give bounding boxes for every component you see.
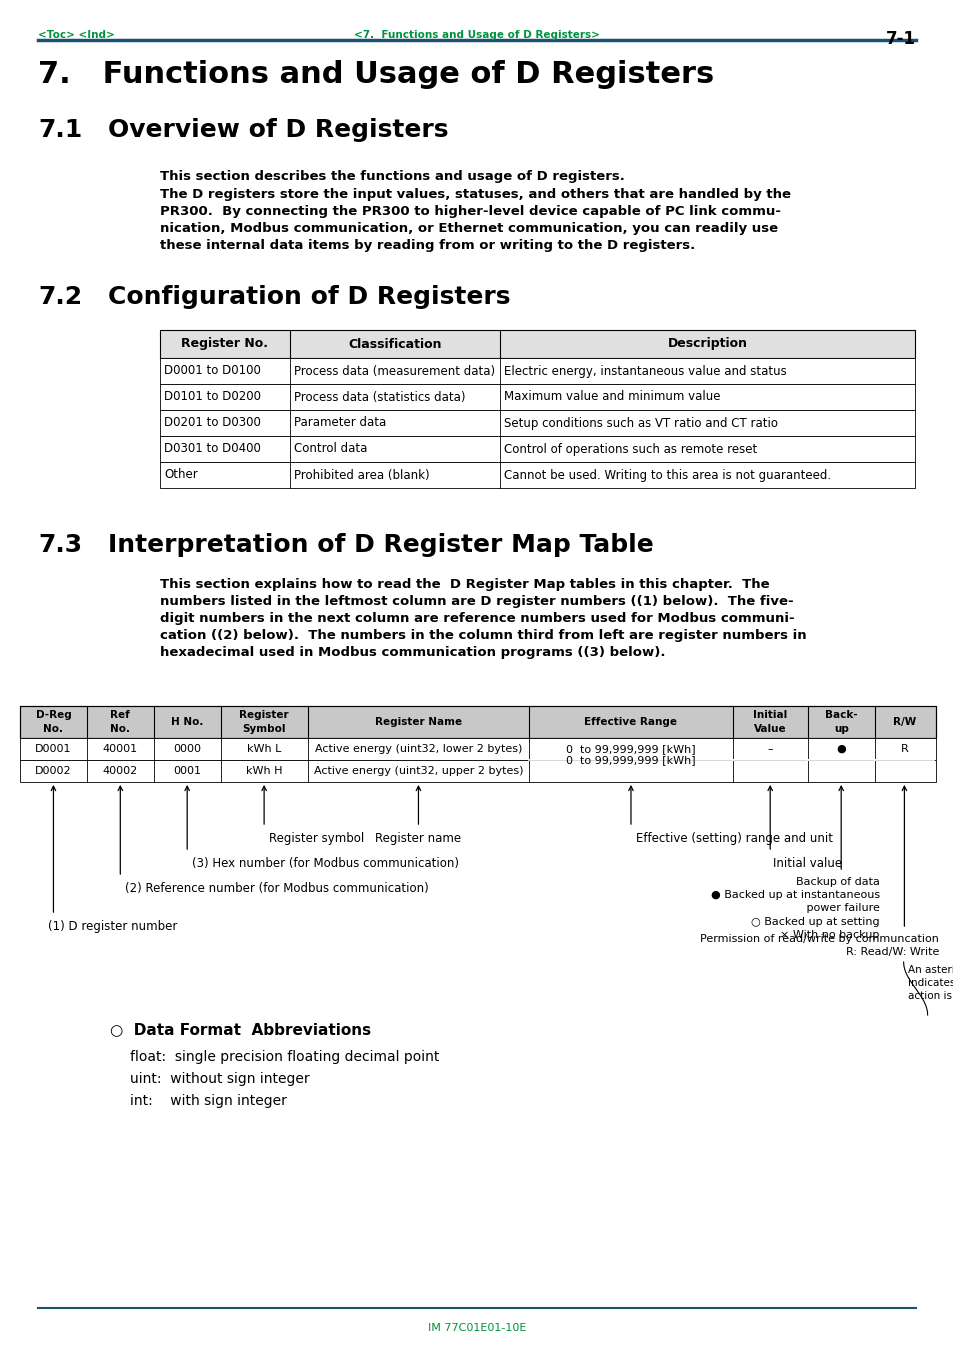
Text: kWh L: kWh L	[247, 744, 281, 754]
Text: Effective Range: Effective Range	[584, 717, 677, 727]
Text: (3) Hex number (for Modbus communication): (3) Hex number (for Modbus communication…	[192, 857, 458, 870]
Text: D0201 to D0300: D0201 to D0300	[164, 416, 260, 430]
Text: 0000: 0000	[173, 744, 201, 754]
Text: Parameter data: Parameter data	[294, 416, 386, 430]
Text: This section explains how to read the  D Register Map tables in this chapter.  T: This section explains how to read the D …	[160, 578, 806, 659]
Text: Control of operations such as remote reset: Control of operations such as remote res…	[503, 443, 757, 455]
Text: An asterisk (*) in this column
indicates that the number of writing
action is li: An asterisk (*) in this column indicates…	[906, 965, 953, 1001]
Text: Initial value: Initial value	[772, 857, 841, 870]
Text: D0101 to D0200: D0101 to D0200	[164, 390, 261, 404]
Text: Register symbol: Register symbol	[269, 832, 364, 844]
Text: kWh H: kWh H	[246, 766, 282, 775]
Text: Backup of data
● Backed up at instantaneous
     power failure
○ Backed up at se: Backup of data ● Backed up at instantane…	[710, 877, 879, 940]
Text: D0301 to D0400: D0301 to D0400	[164, 443, 260, 455]
Text: –: –	[766, 744, 772, 754]
Bar	[160, 409, 914, 436]
Text: Process data (measurement data): Process data (measurement data)	[294, 365, 495, 377]
Text: R: R	[900, 744, 907, 754]
Text: Back-
up: Back- up	[824, 711, 857, 734]
Text: Register No.: Register No.	[181, 338, 268, 350]
Text: int:    with sign integer: int: with sign integer	[130, 1094, 287, 1108]
Bar	[20, 707, 935, 738]
Bar	[160, 384, 914, 409]
Text: R/W: R/W	[892, 717, 915, 727]
Text: 7.   Functions and Usage of D Registers: 7. Functions and Usage of D Registers	[38, 59, 714, 89]
Text: D0001: D0001	[35, 744, 71, 754]
Text: D0001 to D0100: D0001 to D0100	[164, 365, 260, 377]
Text: Other: Other	[164, 469, 197, 481]
Text: Active energy (uint32, upper 2 bytes): Active energy (uint32, upper 2 bytes)	[314, 766, 522, 775]
Text: 0001: 0001	[173, 766, 201, 775]
Text: D0002: D0002	[35, 766, 71, 775]
Text: Register
Symbol: Register Symbol	[239, 711, 289, 734]
Text: D-Reg
No.: D-Reg No.	[35, 711, 71, 734]
Text: 40001: 40001	[103, 744, 138, 754]
Text: H No.: H No.	[171, 717, 203, 727]
Text: float:  single precision floating decimal point: float: single precision floating decimal…	[130, 1050, 439, 1065]
Text: Initial
Value: Initial Value	[752, 711, 786, 734]
Text: Effective (setting) range and unit: Effective (setting) range and unit	[636, 832, 832, 844]
Text: Classification: Classification	[348, 338, 441, 350]
Bar	[160, 436, 914, 462]
Text: uint:  without sign integer: uint: without sign integer	[130, 1071, 310, 1086]
Bar	[20, 707, 935, 738]
Text: <7.  Functions and Usage of D Registers>: <7. Functions and Usage of D Registers>	[354, 30, 599, 41]
Text: (2) Reference number (for Modbus communication): (2) Reference number (for Modbus communi…	[125, 882, 429, 894]
Text: 7.1: 7.1	[38, 118, 82, 142]
Text: Prohibited area (blank): Prohibited area (blank)	[294, 469, 429, 481]
Text: Process data (statistics data): Process data (statistics data)	[294, 390, 465, 404]
Text: 40002: 40002	[103, 766, 138, 775]
Text: Permission of read/write by communcation
R: Read/W: Write: Permission of read/write by communcation…	[700, 934, 938, 958]
Bar	[160, 358, 914, 384]
Text: Control data: Control data	[294, 443, 367, 455]
Text: The D registers store the input values, statuses, and others that are handled by: The D registers store the input values, …	[160, 188, 790, 253]
Text: Cannot be used. Writing to this area is not guaranteed.: Cannot be used. Writing to this area is …	[503, 469, 830, 481]
Text: Active energy (uint32, lower 2 bytes): Active energy (uint32, lower 2 bytes)	[314, 744, 521, 754]
Bar	[20, 761, 935, 782]
Bar	[160, 330, 914, 358]
Text: 7.2: 7.2	[38, 285, 82, 309]
Text: Register name: Register name	[375, 832, 461, 844]
Bar	[160, 462, 914, 488]
Text: Setup conditions such as VT ratio and CT ratio: Setup conditions such as VT ratio and CT…	[503, 416, 778, 430]
Text: Configuration of D Registers: Configuration of D Registers	[108, 285, 510, 309]
Text: <Toc> <Ind>: <Toc> <Ind>	[38, 30, 114, 41]
Text: Register Name: Register Name	[375, 717, 461, 727]
Text: ●: ●	[836, 744, 845, 754]
Text: Overview of D Registers: Overview of D Registers	[108, 118, 448, 142]
Text: Interpretation of D Register Map Table: Interpretation of D Register Map Table	[108, 534, 653, 557]
Text: Ref
No.: Ref No.	[111, 711, 131, 734]
Text: Electric energy, instantaneous value and status: Electric energy, instantaneous value and…	[503, 365, 786, 377]
Text: IM 77C01E01-10E: IM 77C01E01-10E	[427, 1323, 526, 1333]
Text: 0  to 99,999,999 [kWh]: 0 to 99,999,999 [kWh]	[565, 744, 695, 754]
Text: Maximum value and minimum value: Maximum value and minimum value	[503, 390, 720, 404]
Text: This section describes the functions and usage of D registers.: This section describes the functions and…	[160, 170, 624, 182]
Text: 0  to 99,999,999 [kWh]: 0 to 99,999,999 [kWh]	[565, 755, 695, 765]
Text: ○  Data Format  Abbreviations: ○ Data Format Abbreviations	[110, 1021, 371, 1038]
Text: 7.3: 7.3	[38, 534, 82, 557]
Text: (1) D register number: (1) D register number	[49, 920, 177, 934]
Text: 7-1: 7-1	[885, 30, 915, 49]
Bar	[20, 738, 935, 761]
Text: Description: Description	[667, 338, 747, 350]
